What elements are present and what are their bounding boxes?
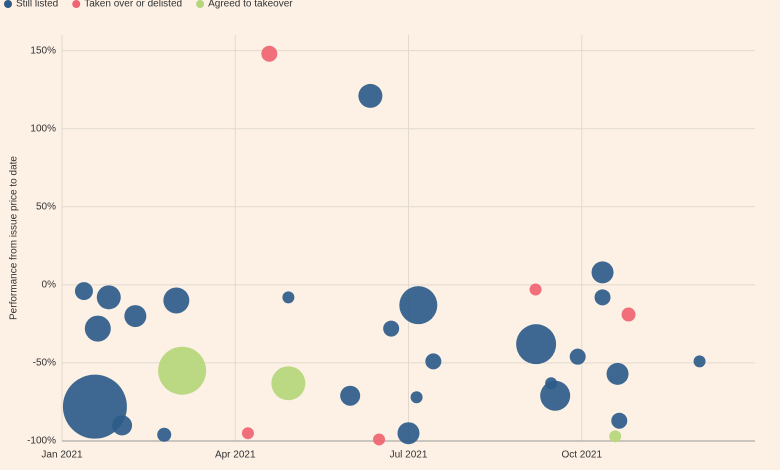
x-tick-label: Apr 2021 [215, 450, 256, 461]
bubble [621, 307, 636, 322]
bubble [609, 430, 622, 443]
bubble [158, 346, 207, 395]
bubble [261, 45, 278, 62]
bubble [397, 422, 420, 445]
bubble [594, 289, 611, 306]
bubble [611, 412, 628, 429]
bubble [84, 315, 111, 342]
x-tick-label: Oct 2021 [561, 450, 602, 461]
bubble [606, 362, 629, 385]
bubble [62, 374, 127, 439]
legend-swatch [72, 0, 81, 8]
legend-swatch [4, 0, 12, 8]
bubble [163, 287, 190, 314]
bubble [112, 415, 133, 436]
bubble [693, 355, 706, 368]
legend-label: Taken over or delisted [84, 0, 182, 10]
bubble [569, 348, 586, 365]
bubble [516, 324, 557, 365]
bubble [540, 380, 571, 411]
bubble [399, 286, 438, 325]
legend-label: Still listed [16, 0, 58, 10]
x-tick-label: Jul 2021 [390, 450, 428, 461]
bubble [157, 427, 172, 442]
bubble [410, 391, 423, 404]
bubble [74, 282, 93, 301]
bubble [96, 285, 121, 310]
y-tick-label: -100% [27, 436, 56, 447]
bubble [271, 366, 306, 401]
bubble [124, 305, 147, 328]
y-tick-label: 50% [36, 201, 56, 212]
bubble [591, 261, 614, 284]
legend-swatch [196, 0, 205, 8]
bubble [358, 83, 383, 108]
x-tick-label: Jan 2021 [41, 450, 83, 461]
bubble [241, 427, 254, 440]
y-tick-label: -50% [33, 358, 56, 369]
y-axis-label: Performance from issue price to date [9, 156, 20, 320]
bubble [282, 291, 295, 304]
bubble [373, 433, 386, 446]
y-tick-label: 100% [30, 123, 56, 134]
bubble [529, 283, 542, 296]
bubble [425, 353, 442, 370]
bubble [383, 320, 400, 337]
legend-label: Agreed to takeover [208, 0, 293, 10]
y-tick-label: 150% [30, 45, 56, 56]
bubble [340, 385, 361, 406]
y-tick-label: 0% [42, 279, 57, 290]
